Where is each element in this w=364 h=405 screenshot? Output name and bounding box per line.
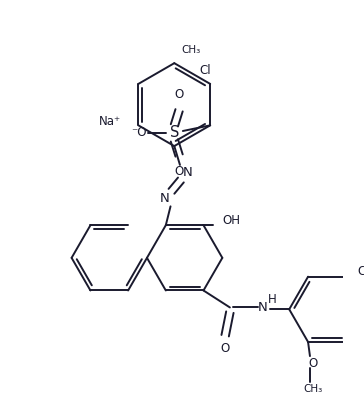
Text: CH₃: CH₃ xyxy=(182,45,201,55)
Text: CH₃: CH₃ xyxy=(303,384,323,394)
Text: ⁻O: ⁻O xyxy=(131,126,146,139)
Text: O: O xyxy=(221,342,230,356)
Text: O: O xyxy=(174,165,184,178)
Text: Cl: Cl xyxy=(357,265,364,279)
Text: H: H xyxy=(268,293,277,307)
Text: S: S xyxy=(170,126,179,141)
Text: N: N xyxy=(258,301,268,314)
Text: OH: OH xyxy=(223,214,241,227)
Text: O: O xyxy=(308,357,317,370)
Text: O: O xyxy=(174,88,184,101)
Text: Na⁺: Na⁺ xyxy=(99,115,121,128)
Text: Cl: Cl xyxy=(200,64,211,77)
Text: N: N xyxy=(160,192,170,205)
Text: N: N xyxy=(183,166,192,179)
